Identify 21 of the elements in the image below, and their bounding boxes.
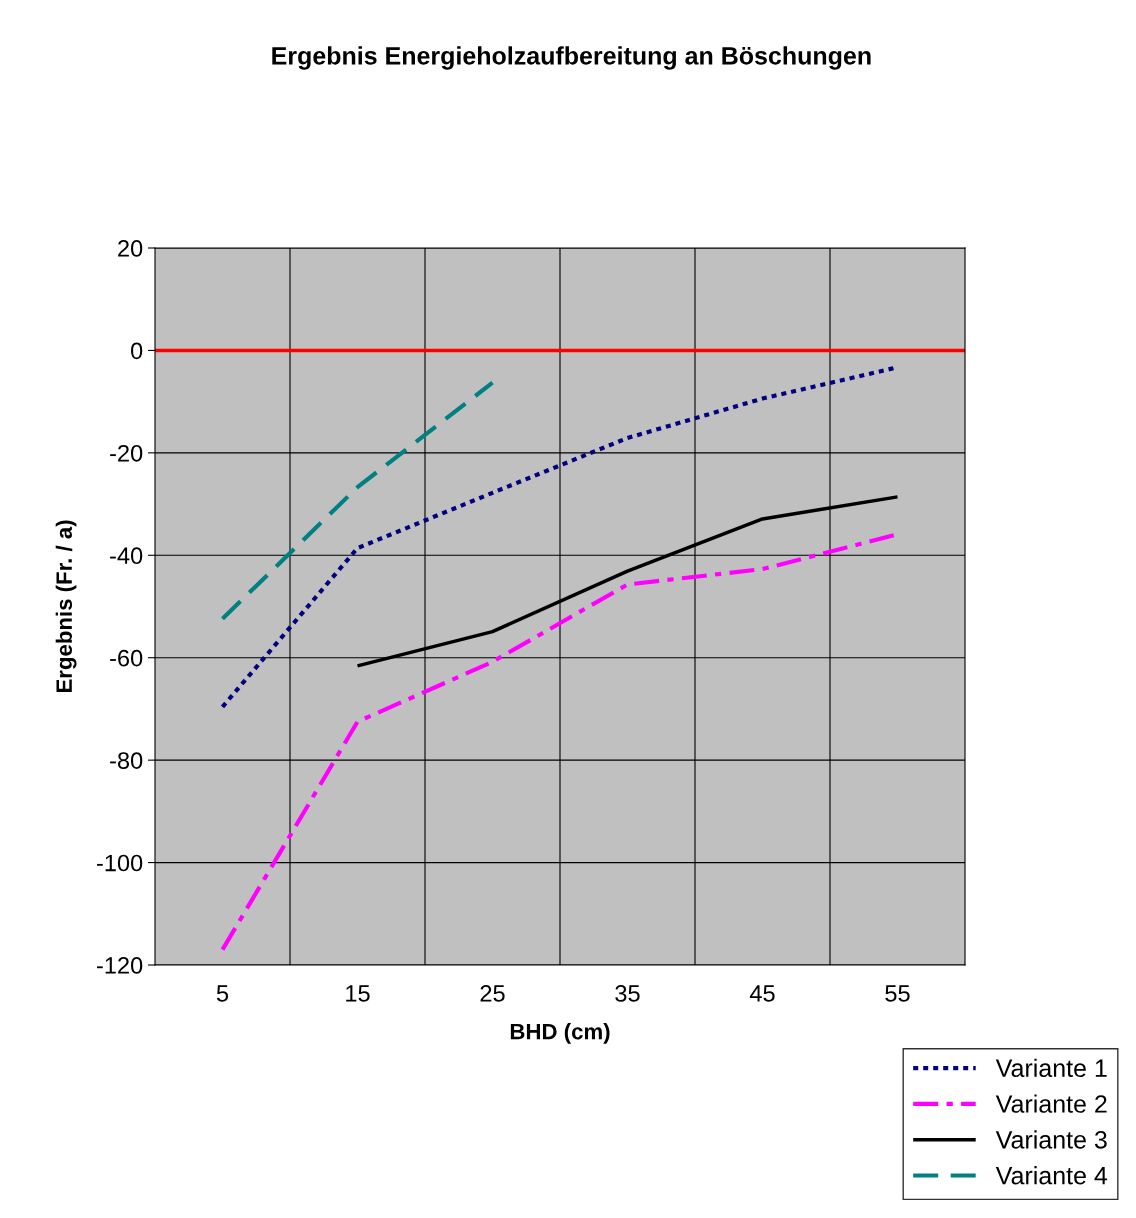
x-tick-label: 25 — [480, 985, 505, 1002]
y-tick-label: -40 — [110, 547, 143, 565]
x-axis-title: BHD (cm) — [510, 1023, 610, 1044]
y-tick-label: 0 — [130, 342, 143, 360]
y-tick-label: 20 — [118, 240, 143, 257]
y-tick-label: -60 — [110, 649, 143, 667]
legend-label: Variante 2 — [995, 1094, 1107, 1113]
x-tick-label: 5 — [216, 985, 229, 1002]
x-tick-label: 55 — [885, 985, 910, 1002]
legend-label: Variante 3 — [995, 1130, 1107, 1149]
chart-title: Ergebnis Energieholzaufbereitung an Böschungen — [272, 46, 871, 70]
y-tick-label: -20 — [110, 444, 143, 462]
x-tick-label: 35 — [615, 985, 640, 1002]
legend-label: Variante 4 — [995, 1166, 1108, 1185]
x-tick-label: 45 — [749, 985, 775, 1002]
x-tick-label: 15 — [346, 985, 370, 1002]
y-axis-title: Ergebnis (Fr. / a) — [55, 520, 77, 693]
y-tick-label: -120 — [96, 957, 143, 974]
legend-label: Variante 1 — [995, 1058, 1107, 1078]
y-tick-label: -80 — [110, 752, 143, 769]
y-tick-label: -100 — [96, 854, 143, 872]
